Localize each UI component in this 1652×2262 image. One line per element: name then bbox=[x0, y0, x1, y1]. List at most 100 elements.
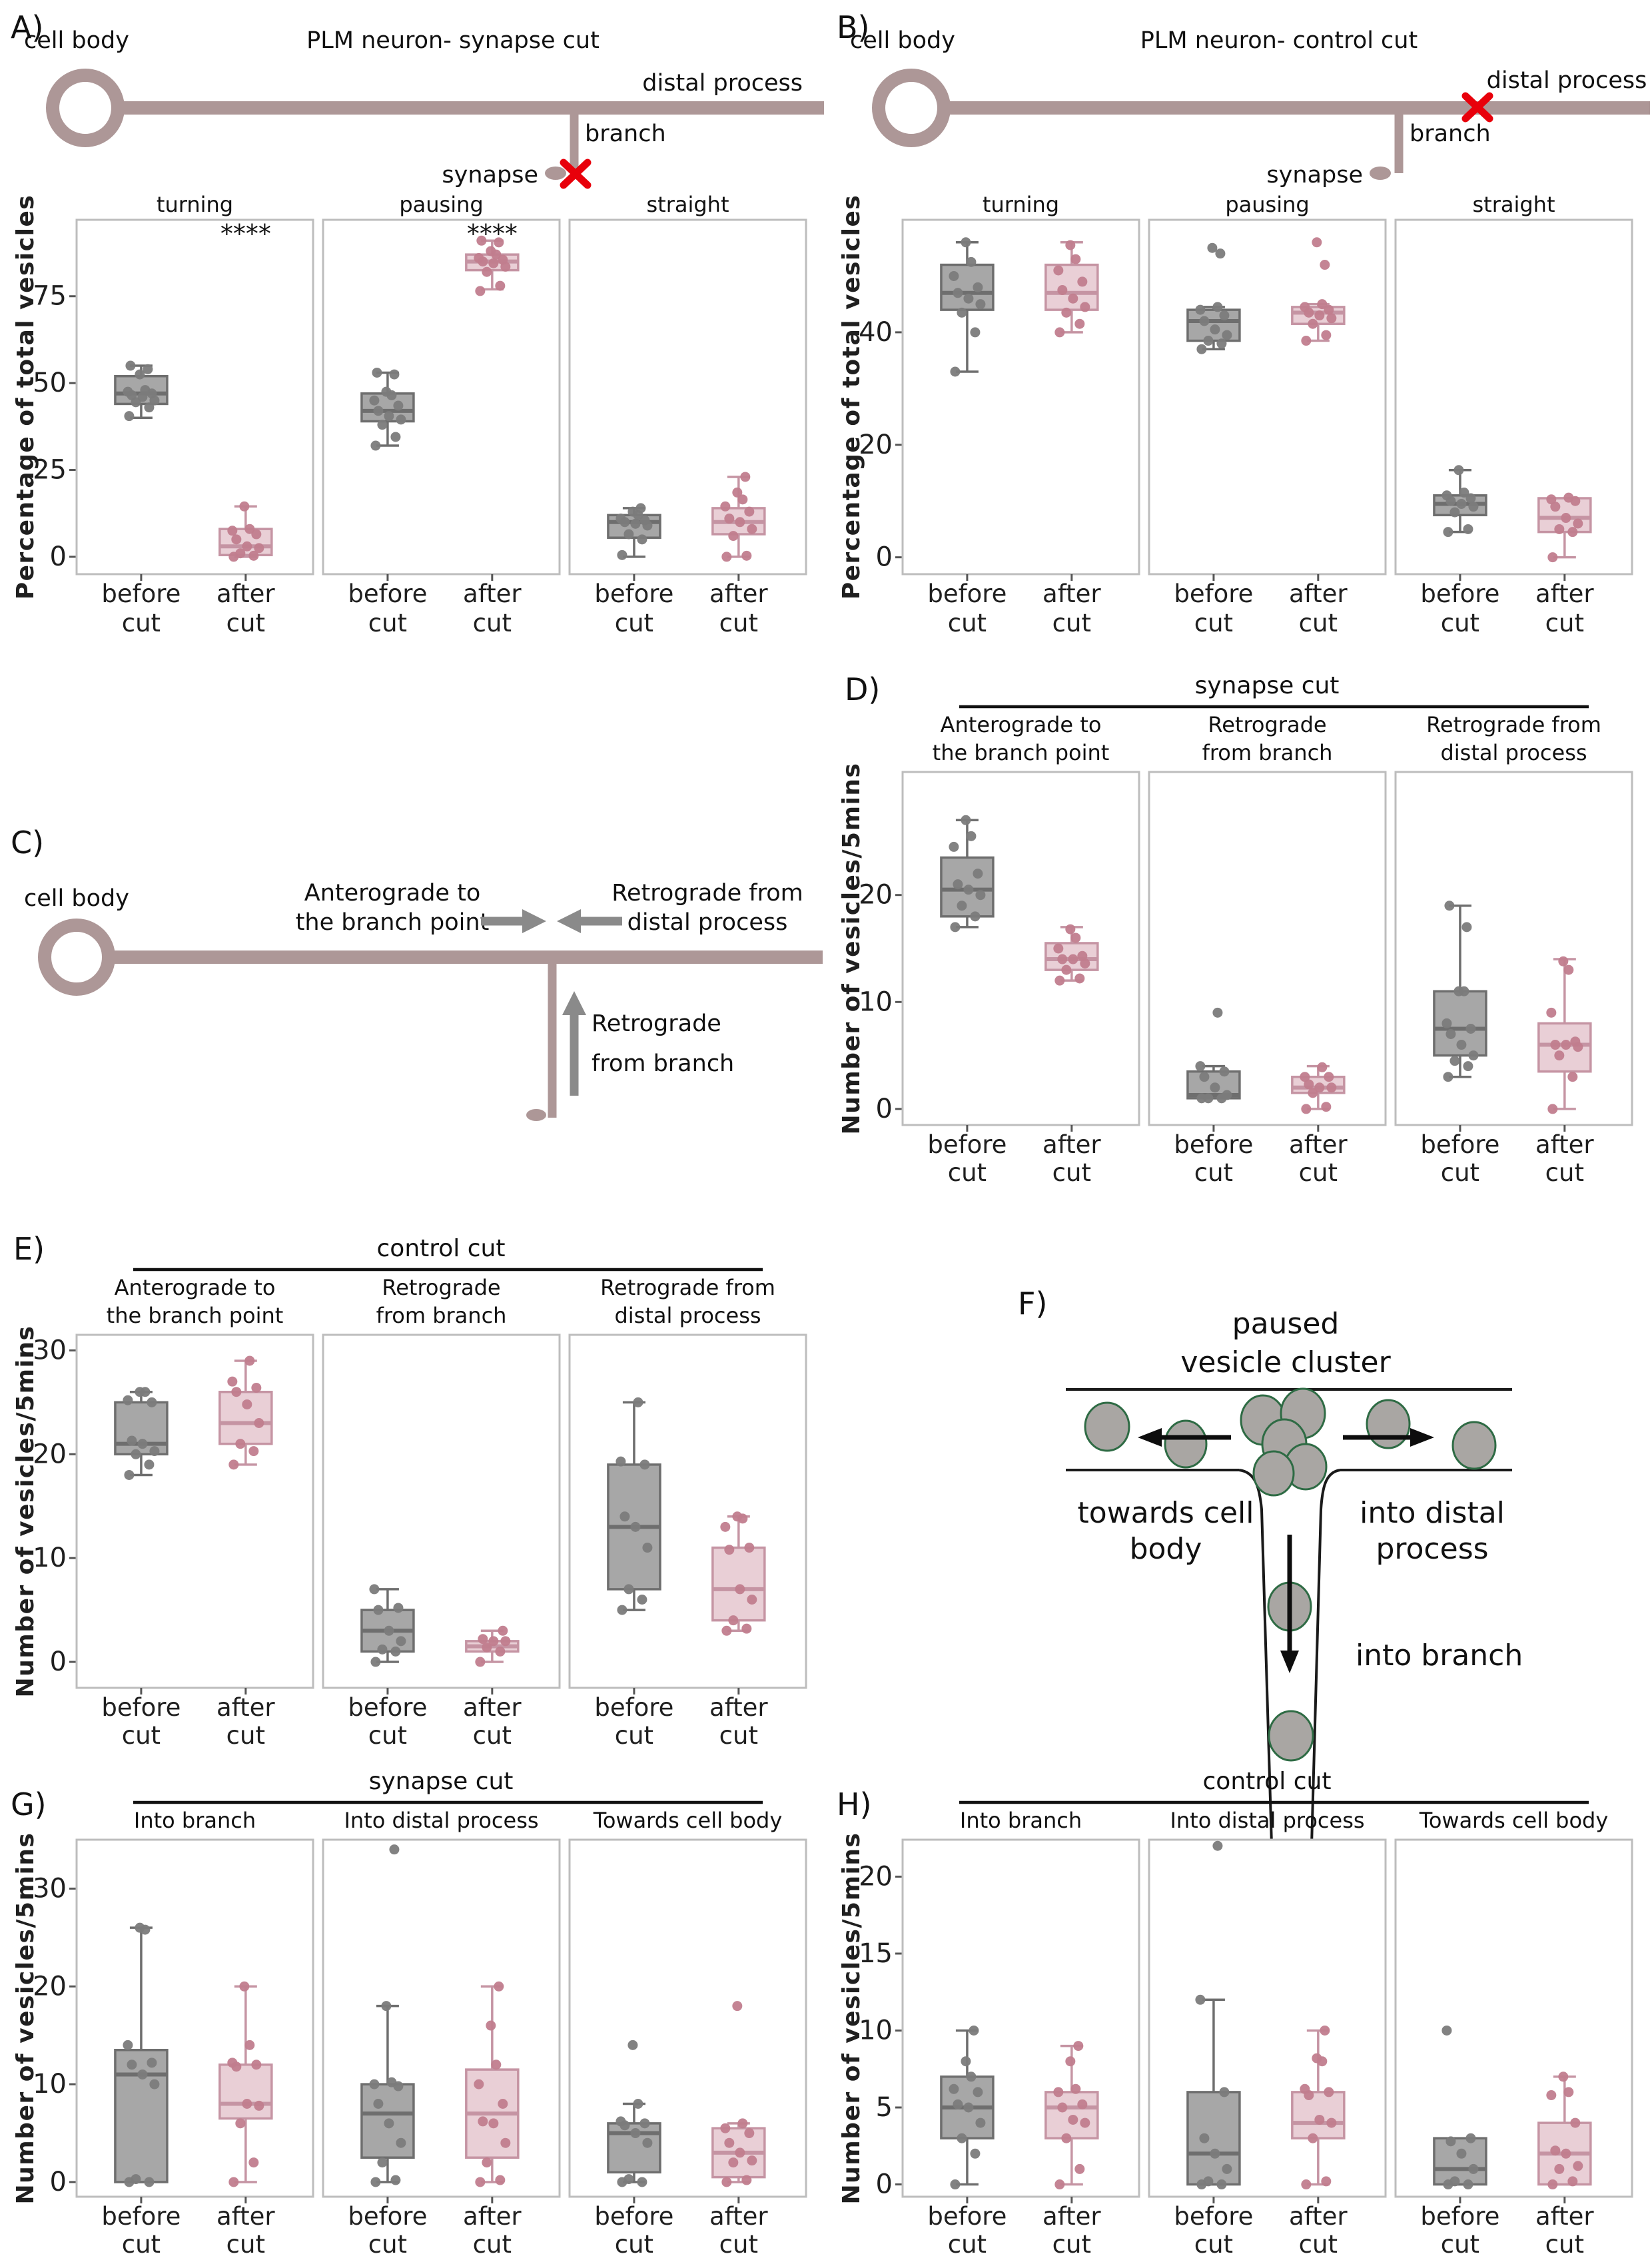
data-point bbox=[1074, 973, 1085, 984]
data-point bbox=[474, 252, 484, 263]
data-point bbox=[131, 1449, 141, 1459]
data-point bbox=[728, 2157, 739, 2168]
data-point bbox=[393, 400, 404, 411]
data-point bbox=[390, 432, 401, 442]
x-tick-label: after bbox=[1289, 1130, 1348, 1159]
into-distal-label: into distal bbox=[1360, 1496, 1505, 1530]
data-point bbox=[1324, 304, 1334, 315]
data-point bbox=[1546, 2090, 1557, 2101]
data-point bbox=[1195, 304, 1206, 315]
x-tick-label: cut bbox=[1441, 1158, 1479, 1187]
data-point bbox=[1301, 2179, 1312, 2190]
panel-a-plot: Percentage of total vesicles 0 25 50 75 turni… bbox=[12, 192, 807, 637]
towards-cell-body-label: towards cell bbox=[1078, 1496, 1254, 1530]
data-point bbox=[949, 270, 959, 281]
x-tick-label: after bbox=[463, 2202, 522, 2231]
data-point bbox=[235, 1439, 246, 1449]
data-point bbox=[127, 2060, 137, 2070]
panel-b-diagram: cell body PLM neuron- control cut distal… bbox=[850, 27, 1650, 188]
data-point bbox=[1558, 2072, 1569, 2082]
facet-panel bbox=[1394, 771, 1633, 1126]
data-point bbox=[1546, 494, 1557, 505]
data-point bbox=[639, 2118, 650, 2129]
y-tick-label: 20 bbox=[859, 1861, 893, 1892]
data-point bbox=[1324, 2087, 1334, 2097]
data-point bbox=[957, 2133, 967, 2143]
group-title: synapse cut bbox=[1195, 672, 1340, 699]
facet-title: turning bbox=[157, 193, 233, 217]
data-point bbox=[1558, 956, 1569, 966]
x-tick-label: cut bbox=[122, 2230, 161, 2259]
data-point bbox=[1219, 310, 1230, 321]
data-point bbox=[1463, 1061, 1473, 1072]
x-tick-label: cut bbox=[122, 1721, 161, 1750]
data-point bbox=[950, 366, 961, 377]
data-point bbox=[637, 2177, 647, 2187]
facet-title: Into distal process bbox=[1170, 1808, 1364, 1833]
data-point bbox=[1300, 302, 1310, 312]
data-point bbox=[623, 2174, 634, 2185]
data-point bbox=[1199, 316, 1210, 326]
data-point bbox=[732, 2001, 743, 2012]
data-point bbox=[720, 1521, 731, 1532]
data-point bbox=[735, 517, 745, 528]
data-point bbox=[1301, 336, 1312, 346]
data-point bbox=[970, 327, 981, 338]
facet-title: Into branch bbox=[134, 1808, 256, 1833]
data-point bbox=[1312, 237, 1322, 248]
vesicle bbox=[1366, 1399, 1411, 1449]
x-tick-label: cut bbox=[719, 2230, 758, 2259]
branch-label: branch bbox=[1410, 121, 1491, 147]
data-point bbox=[963, 293, 974, 304]
data-point bbox=[389, 369, 400, 380]
x-tick-label: before bbox=[594, 579, 673, 608]
data-point bbox=[1054, 975, 1065, 986]
data-point bbox=[482, 266, 492, 277]
significance-stars: **** bbox=[467, 219, 518, 248]
data-point bbox=[1196, 344, 1207, 354]
data-point bbox=[488, 2118, 499, 2129]
towards-cell-body-arrow-icon bbox=[1138, 1428, 1162, 1447]
data-point bbox=[741, 550, 752, 561]
y-tick-label: 20 bbox=[33, 1439, 67, 1469]
x-tick-label: after bbox=[1042, 2202, 1101, 2231]
data-point bbox=[124, 411, 135, 422]
y-tick-label: 40 bbox=[859, 317, 893, 348]
facet-panel bbox=[1394, 218, 1633, 575]
data-point bbox=[149, 2079, 160, 2089]
data-point bbox=[623, 1584, 634, 1595]
data-point bbox=[1456, 1040, 1467, 1050]
data-point bbox=[744, 2128, 755, 2139]
data-point bbox=[254, 543, 264, 554]
data-point bbox=[377, 420, 388, 430]
x-tick-label: after bbox=[463, 1693, 522, 1722]
facet-panel bbox=[568, 218, 807, 575]
data-point bbox=[370, 1657, 381, 1667]
data-point bbox=[949, 2083, 959, 2094]
data-point bbox=[953, 288, 963, 298]
data-point bbox=[494, 1981, 504, 1992]
y-tick-label: 20 bbox=[859, 880, 893, 911]
data-point bbox=[1300, 1072, 1310, 1082]
data-point bbox=[741, 2175, 752, 2185]
data-point bbox=[728, 531, 739, 542]
facet-title: Retrograde bbox=[1208, 712, 1326, 737]
x-tick-label: cut bbox=[948, 1158, 987, 1187]
data-point bbox=[953, 879, 963, 890]
data-point bbox=[957, 901, 967, 911]
data-point bbox=[1314, 2114, 1325, 2125]
panel-g-chart: Number of vesicles/5mins synapse cut 0 10 20… bbox=[0, 1758, 826, 2262]
data-point bbox=[961, 2056, 971, 2067]
data-point bbox=[1215, 248, 1226, 259]
facet-title: the branch point bbox=[933, 740, 1110, 765]
x-tick-label: after bbox=[709, 2202, 768, 2231]
data-point bbox=[242, 2098, 252, 2109]
data-point bbox=[1057, 954, 1068, 964]
data-point bbox=[389, 1844, 400, 1855]
data-point bbox=[1070, 254, 1081, 264]
y-tick-label: 50 bbox=[33, 368, 67, 398]
data-point bbox=[1573, 2161, 1583, 2171]
facet-title: distal process bbox=[1440, 740, 1587, 765]
facet-title: distal process bbox=[614, 1303, 761, 1328]
x-tick-label: cut bbox=[1052, 2230, 1091, 2259]
